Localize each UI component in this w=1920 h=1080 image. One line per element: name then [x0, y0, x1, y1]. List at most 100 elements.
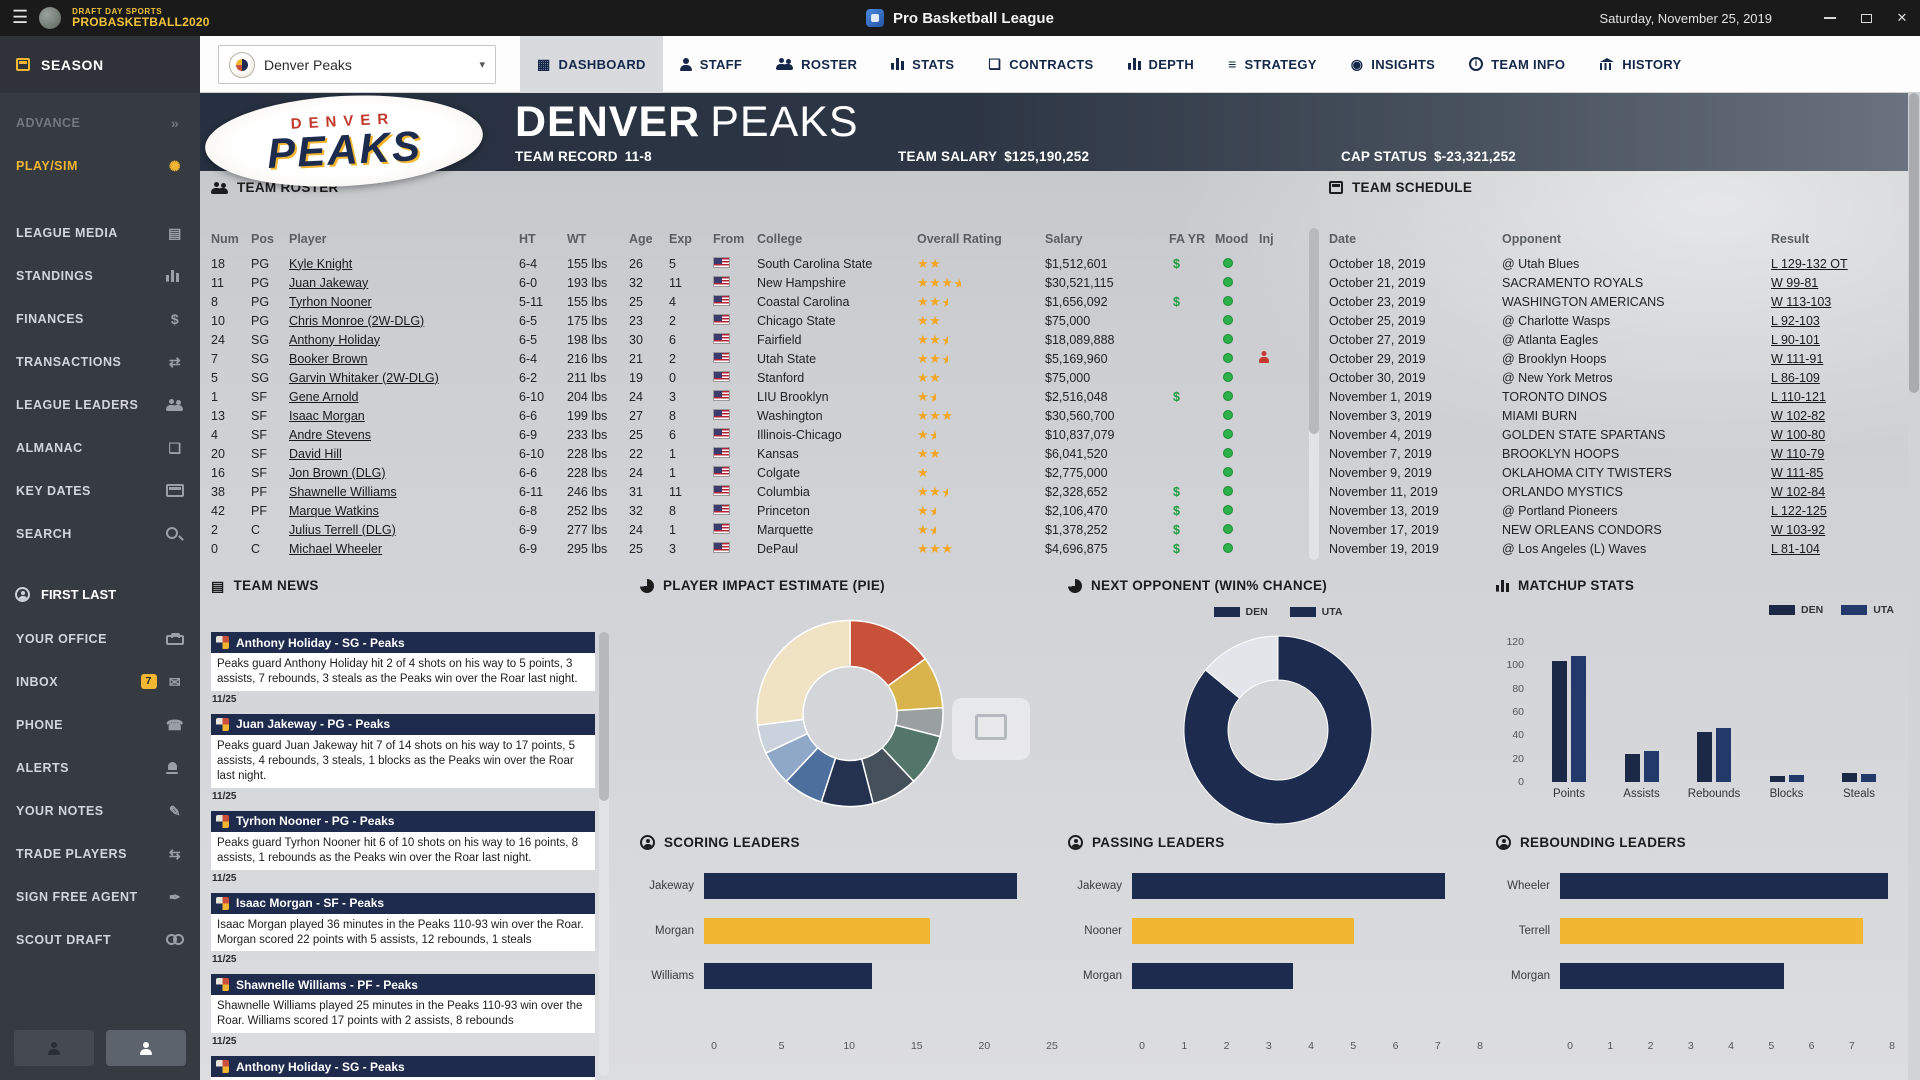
result-link[interactable]: L 110-121: [1771, 389, 1826, 404]
player-link[interactable]: David Hill: [289, 446, 342, 461]
sidebar-item-standings[interactable]: STANDINGS: [0, 254, 200, 297]
team-selector-dropdown[interactable]: Denver Peaks ▾: [218, 45, 496, 84]
player-link[interactable]: Chris Monroe (2W-DLG): [289, 313, 425, 328]
news-headline[interactable]: Anthony Holiday - SG - Peaks: [211, 1056, 595, 1078]
star-icon: ★: [941, 540, 954, 556]
result-link[interactable]: W 102-84: [1771, 484, 1826, 499]
player-link[interactable]: Jon Brown (DLG): [289, 465, 386, 480]
player-link[interactable]: Isaac Morgan: [289, 408, 365, 423]
result-link[interactable]: L 86-109: [1771, 370, 1820, 385]
result-link[interactable]: W 100-80: [1771, 427, 1826, 442]
player-age: 25: [629, 541, 643, 556]
news-scrollbar[interactable]: [599, 632, 609, 1076]
player-link[interactable]: Gene Arnold: [289, 389, 359, 404]
minimize-button[interactable]: [1812, 0, 1848, 36]
half-star-icon: ★: [941, 485, 949, 499]
result-link[interactable]: L 129-132 OT: [1771, 256, 1848, 271]
roster-scrollbar-thumb[interactable]: [1309, 228, 1319, 434]
news-headline[interactable]: Anthony Holiday - SG - Peaks: [211, 632, 595, 653]
news-headline[interactable]: Tyrhon Nooner - PG - Peaks: [211, 810, 595, 832]
result-link[interactable]: W 111-85: [1771, 465, 1824, 480]
result-link[interactable]: W 113-103: [1771, 294, 1832, 309]
sidebar-item-play-sim[interactable]: PLAY/SIM ✺: [0, 144, 200, 187]
tab-insights[interactable]: ◉ INSIGHTS: [1350, 56, 1436, 72]
people-icon: [776, 58, 793, 70]
result-link[interactable]: W 99-81: [1771, 275, 1819, 290]
sidebar-item-search[interactable]: SEARCH: [0, 512, 200, 555]
result-link[interactable]: L 122-125: [1771, 503, 1827, 518]
result-link[interactable]: L 81-104: [1771, 541, 1820, 556]
roster-scrollbar[interactable]: [1309, 228, 1319, 560]
sidebar-item-your-office[interactable]: YOUR OFFICE: [0, 617, 200, 660]
roster-row: 42 PF Marque Watkins 6-8 252 lbs 32 8 Princeton…: [211, 501, 1295, 520]
player-link[interactable]: Julius Terrell (DLG): [289, 522, 396, 537]
player-link[interactable]: Garvin Whitaker (2W-DLG): [289, 370, 439, 385]
result-link[interactable]: W 111-91: [1771, 351, 1824, 366]
player-link[interactable]: Shawnelle Williams: [289, 484, 397, 499]
news-scrollbar-thumb[interactable]: [599, 632, 609, 801]
sidebar-item-sign-free-agent[interactable]: SIGN FREE AGENT ✒: [0, 875, 200, 918]
player-link[interactable]: Tyrhon Nooner: [289, 294, 372, 309]
sidebar-item-key-dates[interactable]: KEY DATES: [0, 469, 200, 512]
tab-depth[interactable]: DEPTH: [1111, 36, 1212, 93]
tab-strategy[interactable]: ≡ STRATEGY: [1228, 56, 1317, 72]
result-link[interactable]: W 110-79: [1771, 446, 1825, 461]
sidebar-item-advance[interactable]: ADVANCE»: [0, 101, 200, 144]
sidebar-item-finances[interactable]: FINANCES $: [0, 297, 200, 340]
player-link[interactable]: Michael Wheeler: [289, 541, 383, 556]
player-link[interactable]: Kyle Knight: [289, 256, 353, 271]
menu-icon[interactable]: ☰: [12, 7, 29, 28]
column-header-fa-yr: FA YR: [1169, 232, 1206, 246]
sidebar-item-almanac[interactable]: ALMANAC ❏: [0, 426, 200, 469]
player-link[interactable]: Marque Watkins: [289, 503, 379, 518]
result-link[interactable]: L 90-101: [1771, 332, 1820, 347]
main-scrollbar-thumb[interactable]: [1909, 93, 1919, 393]
leader-bar-terrell: [1560, 918, 1863, 944]
player-link[interactable]: Juan Jakeway: [289, 275, 369, 290]
tab-stats[interactable]: STATS: [874, 36, 971, 93]
player-link[interactable]: Anthony Holiday: [289, 332, 381, 347]
player-num: 11: [211, 275, 224, 290]
result-link[interactable]: W 103-92: [1771, 522, 1826, 537]
schedule-row: October 29, 2019 @ Brooklyn Hoops W 111-91: [1329, 349, 1890, 368]
rebounding-bars: Wheeler Terrell Morgan: [1496, 873, 1892, 1008]
document-icon: ❏: [988, 56, 1002, 72]
sidebar-item-league-leaders[interactable]: LEAGUE LEADERS: [0, 383, 200, 426]
sidebar-item-your-notes[interactable]: YOUR NOTES ✎: [0, 789, 200, 832]
sidebar-item-trade-players[interactable]: TRADE PLAYERS ⇆: [0, 832, 200, 875]
my-player-button[interactable]: [14, 1030, 94, 1066]
star-icon: ★: [917, 483, 930, 499]
sidebar-item-alerts[interactable]: ALERTS: [0, 746, 200, 789]
sidebar-item-phone[interactable]: PHONE ☎: [16, 716, 184, 733]
tab-team-info[interactable]: TEAM INFO: [1452, 36, 1582, 93]
matchup-y-axis: 0 20 40 60 80 100 120: [1496, 636, 1524, 788]
close-button[interactable]: ✕: [1896, 10, 1908, 25]
sidebar-user[interactable]: FIRST LAST: [0, 571, 200, 617]
news-headline[interactable]: Isaac Morgan - SF - Peaks: [211, 892, 595, 914]
news-headline[interactable]: Shawnelle Williams - PF - Peaks: [211, 974, 595, 996]
tab-staff[interactable]: STAFF: [663, 36, 759, 93]
star-icon: ★: [917, 331, 930, 347]
maximize-button[interactable]: [1848, 0, 1884, 36]
player-age: 30: [629, 332, 643, 347]
tab-contracts[interactable]: ❏ CONTRACTS: [988, 56, 1094, 72]
tab-roster[interactable]: ROSTER: [759, 36, 874, 93]
tab-dashboard[interactable]: ▦ DASHBOARD: [520, 35, 663, 93]
player-link[interactable]: Booker Brown: [289, 351, 368, 366]
sidebar-item-league-media[interactable]: LEAGUE MEDIA ▤: [0, 211, 200, 254]
team-logo-name-text: PEAKS: [265, 121, 423, 177]
result-link[interactable]: L 92-103: [1771, 313, 1820, 328]
player-exp: 6: [669, 332, 676, 347]
result-link[interactable]: W 102-82: [1771, 408, 1826, 423]
mood-indicator: [1223, 542, 1233, 553]
main-scrollbar[interactable]: [1908, 93, 1920, 1080]
game-date: October 18, 2019: [1329, 256, 1426, 271]
leader-row-jakeway: Jakeway: [1068, 873, 1480, 899]
player-link[interactable]: Andre Stevens: [289, 427, 371, 442]
tab-history[interactable]: HISTORY: [1582, 36, 1698, 93]
sidebar-item-inbox[interactable]: INBOX 7 ✉: [0, 660, 200, 703]
sidebar-item-transactions[interactable]: TRANSACTIONS ⇄: [0, 340, 200, 383]
sidebar-item-scout-draft[interactable]: SCOUT DRAFT: [0, 918, 200, 961]
add-player-button[interactable]: [106, 1030, 186, 1066]
news-headline[interactable]: Juan Jakeway - PG - Peaks: [211, 713, 595, 735]
